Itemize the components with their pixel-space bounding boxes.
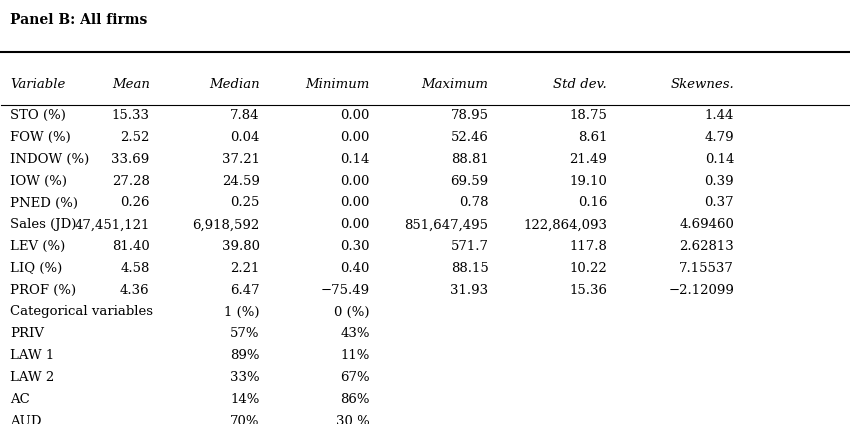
Text: 0.16: 0.16 bbox=[578, 196, 607, 209]
Text: 0.00: 0.00 bbox=[341, 131, 370, 144]
Text: STO (%): STO (%) bbox=[10, 109, 65, 122]
Text: Variable: Variable bbox=[10, 78, 65, 92]
Text: 24.59: 24.59 bbox=[222, 175, 260, 188]
Text: 33%: 33% bbox=[230, 371, 260, 384]
Text: 37.21: 37.21 bbox=[222, 153, 260, 166]
Text: −75.49: −75.49 bbox=[320, 284, 370, 297]
Text: 67%: 67% bbox=[340, 371, 370, 384]
Text: 70%: 70% bbox=[230, 415, 260, 424]
Text: 43%: 43% bbox=[341, 327, 370, 340]
Text: 21.49: 21.49 bbox=[570, 153, 607, 166]
Text: 88.15: 88.15 bbox=[450, 262, 489, 275]
Text: −2.12099: −2.12099 bbox=[668, 284, 734, 297]
Text: Minimum: Minimum bbox=[305, 78, 370, 92]
Text: 0.25: 0.25 bbox=[230, 196, 260, 209]
Text: 31.93: 31.93 bbox=[450, 284, 489, 297]
Text: 86%: 86% bbox=[341, 393, 370, 406]
Text: 0.26: 0.26 bbox=[120, 196, 150, 209]
Text: 47,451,121: 47,451,121 bbox=[74, 218, 150, 231]
Text: Sales (JD): Sales (JD) bbox=[10, 218, 76, 231]
Text: 0.37: 0.37 bbox=[705, 196, 734, 209]
Text: 15.33: 15.33 bbox=[111, 109, 150, 122]
Text: 122,864,093: 122,864,093 bbox=[523, 218, 607, 231]
Text: 10.22: 10.22 bbox=[570, 262, 607, 275]
Text: 0.04: 0.04 bbox=[230, 131, 260, 144]
Text: 0.14: 0.14 bbox=[705, 153, 734, 166]
Text: 0.00: 0.00 bbox=[341, 218, 370, 231]
Text: 1 (%): 1 (%) bbox=[224, 306, 260, 318]
Text: PNED (%): PNED (%) bbox=[10, 196, 78, 209]
Text: LAW 1: LAW 1 bbox=[10, 349, 54, 362]
Text: 11%: 11% bbox=[341, 349, 370, 362]
Text: 81.40: 81.40 bbox=[112, 240, 150, 253]
Text: LIQ (%): LIQ (%) bbox=[10, 262, 62, 275]
Text: 0 (%): 0 (%) bbox=[334, 306, 370, 318]
Text: 15.36: 15.36 bbox=[570, 284, 607, 297]
Text: 19.10: 19.10 bbox=[570, 175, 607, 188]
Text: 0.40: 0.40 bbox=[341, 262, 370, 275]
Text: 2.21: 2.21 bbox=[230, 262, 260, 275]
Text: 33.69: 33.69 bbox=[111, 153, 150, 166]
Text: AUD: AUD bbox=[10, 415, 42, 424]
Text: Mean: Mean bbox=[112, 78, 150, 92]
Text: Skewnes.: Skewnes. bbox=[671, 78, 734, 92]
Text: Categorical variables: Categorical variables bbox=[10, 306, 153, 318]
Text: Maximum: Maximum bbox=[422, 78, 489, 92]
Text: 117.8: 117.8 bbox=[570, 240, 607, 253]
Text: FOW (%): FOW (%) bbox=[10, 131, 71, 144]
Text: 18.75: 18.75 bbox=[570, 109, 607, 122]
Text: 1.44: 1.44 bbox=[705, 109, 734, 122]
Text: 39.80: 39.80 bbox=[222, 240, 260, 253]
Text: LAW 2: LAW 2 bbox=[10, 371, 54, 384]
Text: 0.00: 0.00 bbox=[341, 196, 370, 209]
Text: 6,918,592: 6,918,592 bbox=[193, 218, 260, 231]
Text: Panel B: All firms: Panel B: All firms bbox=[10, 13, 147, 27]
Text: 30 %: 30 % bbox=[337, 415, 370, 424]
Text: PRIV: PRIV bbox=[10, 327, 44, 340]
Text: 0.30: 0.30 bbox=[341, 240, 370, 253]
Text: 27.28: 27.28 bbox=[112, 175, 150, 188]
Text: 4.79: 4.79 bbox=[705, 131, 734, 144]
Text: 6.47: 6.47 bbox=[230, 284, 260, 297]
Text: 52.46: 52.46 bbox=[450, 131, 489, 144]
Text: INDOW (%): INDOW (%) bbox=[10, 153, 89, 166]
Text: 57%: 57% bbox=[230, 327, 260, 340]
Text: 88.81: 88.81 bbox=[450, 153, 489, 166]
Text: 69.59: 69.59 bbox=[450, 175, 489, 188]
Text: 4.58: 4.58 bbox=[121, 262, 150, 275]
Text: AC: AC bbox=[10, 393, 30, 406]
Text: 2.62813: 2.62813 bbox=[679, 240, 734, 253]
Text: 78.95: 78.95 bbox=[450, 109, 489, 122]
Text: 14%: 14% bbox=[230, 393, 260, 406]
Text: 0.14: 0.14 bbox=[341, 153, 370, 166]
Text: 851,647,495: 851,647,495 bbox=[405, 218, 489, 231]
Text: IOW (%): IOW (%) bbox=[10, 175, 67, 188]
Text: 7.15537: 7.15537 bbox=[679, 262, 734, 275]
Text: 89%: 89% bbox=[230, 349, 260, 362]
Text: Median: Median bbox=[209, 78, 260, 92]
Text: 0.78: 0.78 bbox=[459, 196, 489, 209]
Text: PROF (%): PROF (%) bbox=[10, 284, 76, 297]
Text: 571.7: 571.7 bbox=[450, 240, 489, 253]
Text: 8.61: 8.61 bbox=[578, 131, 607, 144]
Text: LEV (%): LEV (%) bbox=[10, 240, 65, 253]
Text: 0.39: 0.39 bbox=[705, 175, 734, 188]
Text: 0.00: 0.00 bbox=[341, 109, 370, 122]
Text: 4.69460: 4.69460 bbox=[679, 218, 734, 231]
Text: 4.36: 4.36 bbox=[120, 284, 150, 297]
Text: 0.00: 0.00 bbox=[341, 175, 370, 188]
Text: Std dev.: Std dev. bbox=[553, 78, 607, 92]
Text: 7.84: 7.84 bbox=[230, 109, 260, 122]
Text: 2.52: 2.52 bbox=[121, 131, 150, 144]
